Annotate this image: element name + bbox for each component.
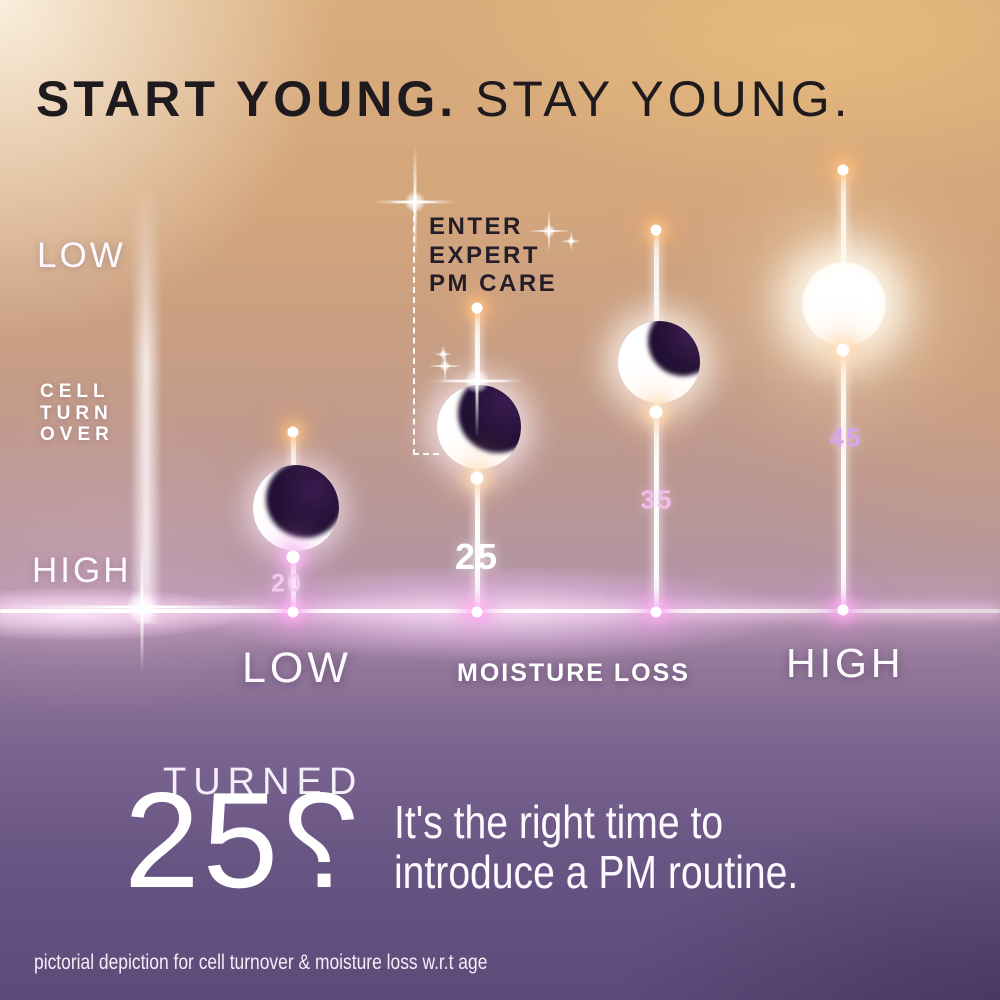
annotation-text: ENTER EXPERT PM CARE (429, 213, 557, 299)
stem-age-45 (840, 170, 846, 611)
x-axis-low-label: LOW (242, 644, 352, 692)
moon-age-45 (802, 262, 886, 346)
baseline-left-glow (0, 588, 240, 640)
glow-dot-top-45 (837, 164, 849, 176)
vertical-light-beam (130, 182, 162, 624)
stem-age-35 (653, 230, 659, 612)
moon-age-20 (253, 465, 339, 551)
y-axis-high-label: HIGH (32, 551, 132, 590)
x-axis-high-label: HIGH (786, 640, 905, 686)
cta-message-line2: introduce a PM routine. (394, 846, 799, 898)
moon-dark-side (648, 321, 700, 376)
glow-dot-mid-45 (836, 343, 850, 357)
annotation-line1: ENTER (429, 213, 523, 240)
moon-dark-side (266, 465, 339, 538)
moon-age-25 (437, 385, 521, 469)
x-axis-title: MOISTURE LOSS (457, 659, 690, 687)
y-axis-title-line1: CELL (40, 381, 110, 402)
glow-dot-base-25 (471, 606, 483, 618)
glow-dot-mid-35 (649, 405, 663, 419)
annotation-line2: EXPERT (429, 241, 541, 269)
y-axis-title: CELL TURN OVER (40, 381, 114, 446)
glow-dot-mid-20 (286, 550, 300, 564)
moon-age-35 (618, 321, 700, 403)
x-axis-line (0, 609, 1000, 613)
glow-dot-top-35 (650, 224, 662, 236)
cta-number-digits: 25 (124, 764, 282, 916)
cta-message: It's the right time to introduce a PM ro… (394, 797, 870, 897)
annotation-line3: PM CARE (429, 270, 558, 297)
age-label-45: 45 (829, 422, 863, 453)
mirrored-question-mark: ? (281, 764, 360, 916)
annotation-dashed-bracket (413, 206, 439, 455)
y-axis-low-label: LOW (37, 236, 126, 275)
title-light: STAY YOUNG. (475, 71, 852, 127)
y-axis-title-line3: OVER (40, 424, 114, 445)
cta-age-number: 25? (124, 764, 360, 916)
glow-dot-top-20 (287, 426, 299, 438)
cta-message-line1: It's the right time to (394, 796, 724, 848)
glow-dot-base-20 (287, 606, 299, 618)
age-label-25: 25 (454, 536, 500, 577)
moon-dark-side (458, 385, 521, 453)
age-label-35: 35 (640, 484, 674, 515)
title-strong: START YOUNG. (36, 71, 458, 127)
cta-eyebrow: TURNED (163, 761, 364, 803)
y-axis-title-line2: TURN (40, 402, 113, 424)
glow-dot-top-25 (471, 302, 483, 314)
glow-dot-base-45 (837, 604, 849, 616)
glow-dot-base-35 (650, 606, 662, 618)
glow-dot-mid-25 (470, 471, 484, 485)
age-label-20: 20 (271, 569, 303, 598)
page-title: START YOUNG. STAY YOUNG. (36, 70, 976, 128)
footnote: pictorial depiction for cell turnover & … (34, 951, 488, 974)
